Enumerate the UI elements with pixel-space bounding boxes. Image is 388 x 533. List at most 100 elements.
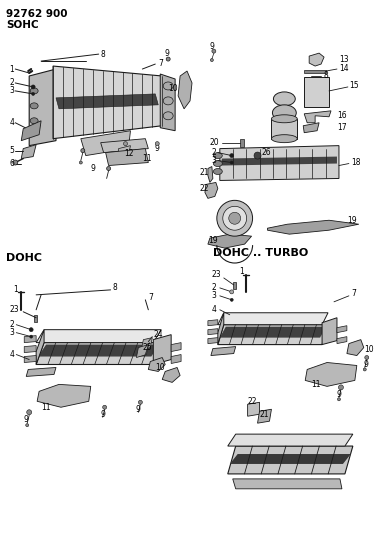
Text: 24: 24	[153, 330, 163, 339]
Text: 8: 8	[100, 50, 106, 59]
Text: 3: 3	[9, 328, 14, 337]
Text: 22: 22	[248, 397, 257, 406]
Text: 9: 9	[164, 49, 169, 58]
Ellipse shape	[274, 92, 295, 106]
Text: 21: 21	[200, 168, 210, 177]
Text: 9: 9	[135, 405, 140, 414]
Polygon shape	[24, 336, 36, 343]
Polygon shape	[171, 343, 181, 352]
Polygon shape	[211, 346, 236, 356]
Text: 14: 14	[339, 63, 348, 72]
Text: 15: 15	[349, 82, 359, 91]
Polygon shape	[21, 144, 36, 158]
Text: 12: 12	[125, 149, 134, 158]
Polygon shape	[137, 345, 148, 358]
Polygon shape	[267, 220, 359, 234]
Circle shape	[365, 356, 369, 360]
Text: 9: 9	[210, 42, 215, 51]
Bar	[304, 77, 329, 107]
Text: 19: 19	[347, 216, 357, 225]
Polygon shape	[38, 345, 159, 357]
Text: 3: 3	[9, 86, 14, 95]
Bar	[240, 139, 244, 147]
Text: 10: 10	[168, 84, 178, 93]
Circle shape	[79, 161, 82, 164]
Text: 4: 4	[212, 305, 217, 314]
Circle shape	[210, 59, 213, 62]
Bar	[34, 315, 37, 322]
Ellipse shape	[272, 115, 297, 123]
Circle shape	[230, 298, 233, 301]
Text: 11: 11	[311, 380, 320, 389]
Polygon shape	[141, 337, 152, 350]
Polygon shape	[171, 354, 181, 364]
Ellipse shape	[30, 103, 38, 109]
Text: 2: 2	[212, 148, 217, 157]
Text: 9: 9	[337, 390, 342, 399]
Polygon shape	[218, 313, 328, 325]
Circle shape	[103, 405, 107, 409]
Polygon shape	[222, 157, 337, 166]
Circle shape	[338, 398, 340, 401]
Polygon shape	[26, 367, 56, 376]
Polygon shape	[208, 166, 213, 182]
Polygon shape	[220, 146, 339, 181]
Circle shape	[223, 206, 247, 230]
Polygon shape	[56, 94, 158, 109]
Text: 23: 23	[212, 270, 222, 279]
Circle shape	[30, 335, 33, 338]
Circle shape	[338, 385, 343, 390]
Text: 9: 9	[364, 360, 369, 369]
Text: 9: 9	[91, 164, 95, 173]
Ellipse shape	[213, 160, 222, 166]
Ellipse shape	[272, 135, 297, 143]
Polygon shape	[233, 479, 342, 489]
Ellipse shape	[30, 118, 38, 124]
Polygon shape	[208, 337, 218, 344]
Polygon shape	[205, 182, 218, 198]
Polygon shape	[106, 149, 148, 166]
Text: 2: 2	[9, 320, 14, 329]
Text: 18: 18	[351, 158, 360, 167]
Bar	[304, 70, 326, 73]
Text: 16: 16	[337, 111, 346, 120]
Polygon shape	[148, 358, 165, 372]
Text: 9: 9	[100, 410, 106, 419]
Text: 9: 9	[154, 144, 159, 153]
Text: 20: 20	[210, 138, 220, 147]
Text: 2: 2	[9, 78, 14, 87]
Text: 23: 23	[9, 305, 19, 314]
Polygon shape	[21, 121, 41, 141]
Text: 92762 900: 92762 900	[6, 9, 68, 19]
Ellipse shape	[272, 105, 296, 121]
Polygon shape	[272, 119, 297, 139]
Polygon shape	[53, 66, 162, 139]
Text: 26: 26	[262, 148, 271, 157]
Polygon shape	[218, 325, 328, 345]
Polygon shape	[304, 111, 331, 123]
Text: 11: 11	[142, 154, 152, 163]
Polygon shape	[178, 71, 192, 109]
Text: DOHC .. TURBO: DOHC .. TURBO	[213, 248, 308, 258]
Polygon shape	[303, 123, 319, 133]
Polygon shape	[153, 335, 171, 365]
Polygon shape	[100, 139, 148, 152]
Polygon shape	[24, 345, 36, 352]
Polygon shape	[309, 53, 324, 66]
Polygon shape	[337, 337, 347, 344]
Circle shape	[230, 154, 234, 158]
Polygon shape	[208, 329, 218, 335]
Circle shape	[212, 49, 216, 53]
Circle shape	[27, 410, 32, 415]
Circle shape	[166, 57, 170, 61]
Polygon shape	[24, 356, 36, 362]
Text: 7: 7	[148, 293, 153, 302]
Circle shape	[29, 328, 33, 332]
Text: 8: 8	[323, 70, 328, 79]
Text: 4: 4	[9, 118, 14, 127]
Text: 25: 25	[142, 343, 152, 352]
Text: 17: 17	[337, 123, 346, 132]
Polygon shape	[347, 340, 364, 356]
Polygon shape	[337, 326, 347, 333]
Circle shape	[230, 161, 233, 164]
